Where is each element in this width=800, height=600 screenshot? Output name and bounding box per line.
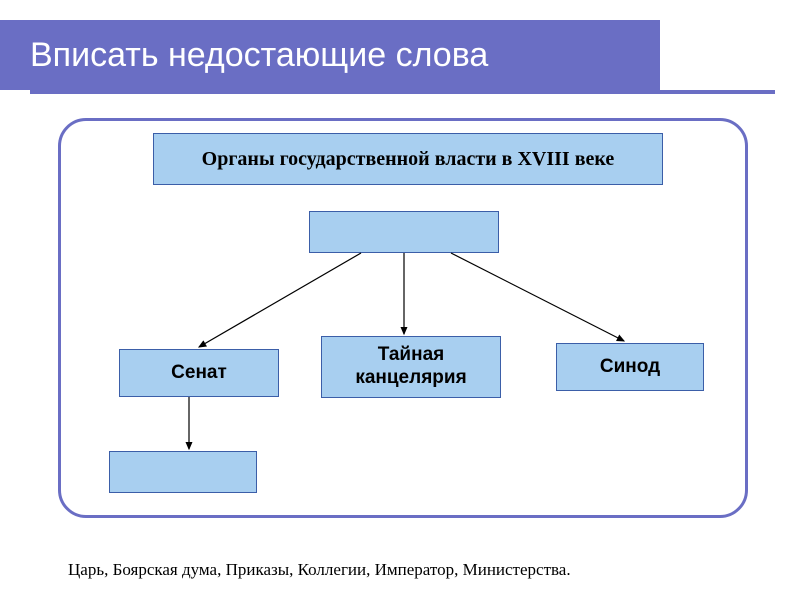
box-synod: Синод xyxy=(556,343,704,391)
synod-label: Синод xyxy=(600,356,660,378)
empty-box-bottom[interactable] xyxy=(109,451,257,493)
box-secret-chancellery: Тайнаяканцелярия xyxy=(321,336,501,398)
header-title: Вписать недостающие слова xyxy=(30,36,488,75)
box-senate: Сенат xyxy=(119,349,279,397)
arrow-to-synod xyxy=(451,253,624,341)
arrow-to-senate xyxy=(199,253,361,347)
content-frame: Органы государственной власти в XVIII ве… xyxy=(58,118,748,518)
diagram-title-text: Органы государственной власти в XVIII ве… xyxy=(202,148,615,171)
footer-word-bank: Царь, Боярская дума, Приказы, Коллегии, … xyxy=(68,560,571,580)
header-underline xyxy=(30,90,775,94)
diagram-title-box: Органы государственной власти в XVIII ве… xyxy=(153,133,663,185)
secret-label: Тайнаяканцелярия xyxy=(355,344,466,390)
senate-label: Сенат xyxy=(171,362,227,384)
header-bar: Вписать недостающие слова xyxy=(0,20,660,90)
empty-box-top[interactable] xyxy=(309,211,499,253)
